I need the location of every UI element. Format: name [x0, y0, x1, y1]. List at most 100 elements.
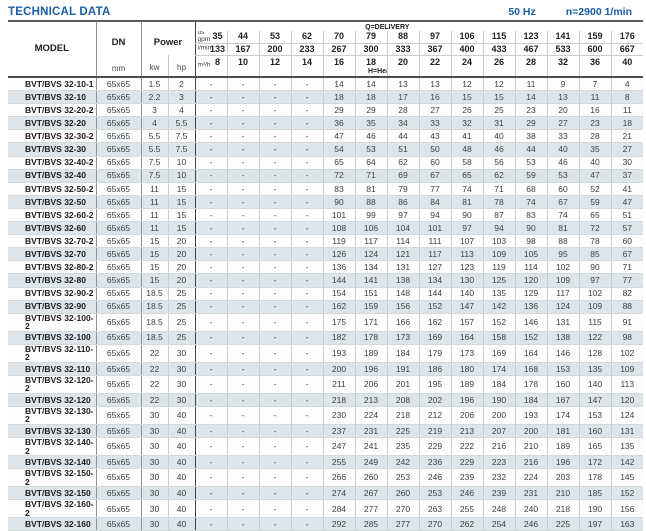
head-value-cell: -	[226, 393, 260, 407]
hp-cell: 40	[168, 517, 196, 531]
head-value-cell: 184	[482, 375, 516, 394]
head-value-cell: 146	[546, 344, 580, 363]
head-value-cell: -	[290, 273, 324, 288]
m3h-value: 12	[258, 55, 292, 77]
kw-cell: 22	[141, 393, 169, 407]
lmin-value: 667	[610, 43, 644, 56]
head-value-cell: 29	[514, 116, 548, 131]
head-value-cell: -	[226, 142, 260, 157]
dn-cell: 65x65	[96, 424, 142, 439]
model-cell: BVT/BVS 32-140-2	[8, 437, 97, 457]
head-value-cell: -	[258, 331, 292, 345]
head-value-cell: -	[194, 156, 228, 170]
head-value-cell: -	[290, 468, 324, 488]
head-value-cell: 136	[514, 300, 548, 314]
technical-data-table: MODEL DN mm Power Q=DELIVERY us gpm 35 44 53…	[8, 20, 644, 531]
hp-cell: 10	[168, 156, 196, 170]
head-value-cell: 113	[610, 375, 644, 394]
head-value-cell: 109	[610, 362, 644, 376]
head-value-cell: 125	[482, 273, 516, 288]
spec-values: 50 Hz n=2900 1/min	[508, 6, 632, 18]
hp-cell: 40	[168, 455, 196, 470]
head-value-cell: 90	[450, 208, 484, 223]
head-value-cell: 44	[386, 129, 420, 144]
head-value-cell: 47	[610, 195, 644, 209]
head-value-cell: -	[258, 234, 292, 249]
head-value-cell: 114	[386, 234, 420, 249]
speed-value: n=2900 1/min	[565, 6, 632, 18]
table-row: BVT/BVS 32-150-2 65x65 30 40- - - -266 260 253 24…	[8, 468, 644, 488]
kw-cell: 18.5	[141, 313, 169, 332]
kw-cell: 30	[141, 486, 169, 501]
head-value-cell: -	[226, 182, 260, 196]
m3h-value: 10	[226, 55, 260, 77]
head-value-cell: -	[194, 393, 228, 407]
lmin-value: 533	[546, 43, 580, 56]
head-value-cell: 162	[418, 313, 452, 332]
head-value-cell: -	[290, 517, 324, 531]
dn-cell: 65x65	[96, 273, 142, 288]
table-row: BVT/BVS 32-140 65x65 30 40- - - -255 249 242 236 2…	[8, 455, 644, 470]
head-value-cell: 135	[482, 287, 516, 301]
head-value-cell: 46	[482, 142, 516, 157]
hp-cell: 40	[168, 499, 196, 519]
head-value-cell: 43	[418, 129, 452, 144]
table-row: BVT/BVS 32-20-2 65x65 3 4- - - -29 29 28 27 26 25 23…	[8, 103, 644, 118]
head-value-cell: 127	[418, 260, 452, 275]
hp-cell: 15	[168, 221, 196, 236]
table-row: BVT/BVS 32-80-2 65x65 15 20- - - -136 134 131 127…	[8, 260, 644, 275]
head-units-label: H=Head(m)	[367, 68, 387, 75]
head-value-cell: 7	[578, 77, 612, 92]
head-value-cell: 164	[450, 331, 484, 345]
head-value-cell: -	[194, 486, 228, 501]
table-row: BVT/BVS 32-40-2 65x65 7.5 10- - - -65 64 62 60 58 5…	[8, 156, 644, 170]
kw-cell: 22	[141, 375, 169, 394]
head-value-cell: 145	[610, 468, 644, 488]
head-value-cell: -	[226, 517, 260, 531]
head-value-cell: -	[290, 406, 324, 425]
model-cell: BVT/BVS 32-160-2	[8, 499, 97, 519]
head-value-cell: 159	[354, 300, 388, 314]
head-value-cell: 164	[514, 344, 548, 363]
head-value-cell: 16	[418, 90, 452, 105]
head-value-cell: 50	[418, 142, 452, 157]
head-value-cell: 46	[354, 129, 388, 144]
head-value-cell: 196	[354, 362, 388, 376]
gpm-value: 62	[290, 31, 324, 44]
head-value-cell: -	[194, 362, 228, 376]
head-value-cell: 15	[482, 90, 516, 105]
hp-cell: 40	[168, 486, 196, 501]
head-value-cell: 90	[322, 195, 356, 209]
head-value-cell: 53	[514, 156, 548, 170]
head-value-cell: -	[258, 90, 292, 105]
head-value-cell: 147	[450, 300, 484, 314]
gpm-value: 88	[386, 31, 420, 44]
head-value-cell: 33	[418, 116, 452, 131]
head-value-cell: 292	[322, 517, 356, 531]
head-value-cell: 156	[386, 300, 420, 314]
head-value-cell: 16	[578, 103, 612, 118]
head-value-cell: -	[226, 424, 260, 439]
model-cell: BVT/BVS 32-20-2	[8, 103, 97, 118]
head-value-cell: -	[290, 195, 324, 209]
head-value-cell: 102	[546, 260, 580, 275]
head-value-cell: 62	[482, 169, 516, 183]
head-value-cell: -	[194, 287, 228, 301]
head-value-cell: -	[290, 375, 324, 394]
head-value-cell: 189	[354, 344, 388, 363]
head-value-cell: 37	[610, 169, 644, 183]
head-value-cell: -	[194, 499, 228, 519]
head-value-cell: -	[258, 208, 292, 223]
head-value-cell: 140	[450, 287, 484, 301]
head-value-cell: -	[258, 142, 292, 157]
gpm-value-text: 35	[212, 31, 223, 42]
m3h-value: 32	[546, 55, 580, 77]
head-value-cell: 138	[386, 273, 420, 288]
head-value-cell: 200	[322, 362, 356, 376]
head-value-cell: 178	[514, 375, 548, 394]
head-value-cell: -	[226, 344, 260, 363]
head-value-cell: 109	[482, 247, 516, 262]
head-value-cell: 163	[610, 517, 644, 531]
page-header: TECHNICAL DATA 50 Hz n=2900 1/min	[0, 0, 635, 20]
head-value-cell: 247	[322, 437, 356, 457]
